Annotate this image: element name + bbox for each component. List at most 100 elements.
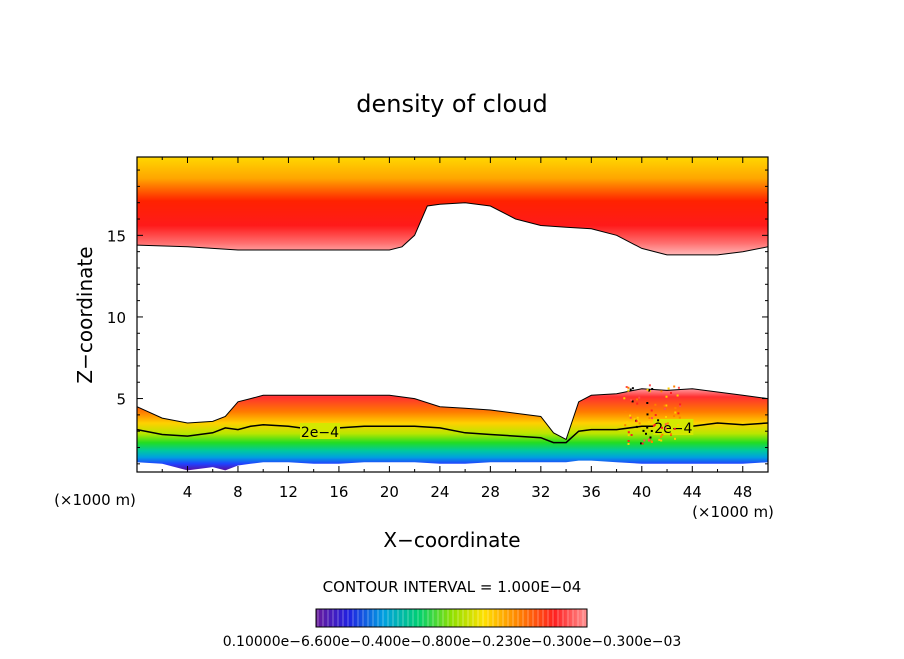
speckle-dot: [623, 421, 626, 424]
speckle-dot: [677, 386, 680, 389]
speckle-dot: [635, 425, 638, 428]
speckle-dot: [673, 427, 676, 430]
contour-label-bg: [299, 423, 340, 440]
speckle-dot: [661, 426, 663, 429]
speckle-dot: [646, 426, 649, 429]
speckle-dot: [660, 390, 663, 393]
speckle-dot: [660, 439, 663, 442]
speckle-dot: [664, 407, 666, 410]
speckle-dot: [629, 388, 632, 391]
y-axis-ticks: 5 10 15: [107, 169, 768, 465]
speckle-dot: [648, 389, 651, 392]
lower-layer-top-contour: [137, 388, 768, 441]
x-tick-label: 40: [632, 483, 651, 501]
speckle-dot: [652, 424, 655, 427]
x-axis-ticks: 4 8 12 16 20 24 28 32 36 40 44 48: [161, 157, 752, 501]
speckle-dot: [631, 400, 634, 403]
speckle-dot: [627, 443, 630, 445]
speckle-dot: [627, 431, 630, 434]
x-tick-label: 36: [582, 483, 601, 501]
speckle-dot: [638, 422, 641, 425]
speckle-dot: [638, 396, 641, 399]
speckle-dot: [624, 411, 627, 413]
speckle-dot: [647, 420, 650, 423]
contour-label-bg: [653, 418, 694, 435]
speckle-dot: [665, 404, 668, 407]
speckle-dot: [648, 417, 651, 419]
speckle-dot: [635, 420, 638, 423]
speckle-dot: [630, 434, 633, 436]
x-unit-right: (×1000 m): [692, 503, 774, 521]
speckle-dot: [674, 437, 676, 440]
speckle-dot: [664, 427, 667, 430]
colorbar-frame: [315, 608, 588, 628]
speckle-dot: [648, 384, 651, 387]
convective-cell-speckle: [623, 384, 682, 445]
colorbar: [316, 609, 587, 627]
speckle-dot: [665, 416, 667, 418]
speckle-dot: [627, 440, 630, 442]
speckle-dot: [630, 399, 633, 402]
speckle-dot: [673, 415, 676, 418]
speckle-dot: [677, 424, 680, 427]
speckle-dot: [658, 438, 661, 441]
speckle-dot: [654, 414, 657, 416]
x-tick-label: 16: [329, 483, 348, 501]
x-axis-label: X−coordinate: [383, 528, 520, 552]
speckle-dot: [631, 387, 634, 390]
speckle-dot: [661, 433, 664, 436]
speckle-dot: [636, 398, 639, 401]
speckle-dot: [625, 386, 628, 388]
upper-cloud-layer: [137, 157, 768, 255]
speckle-dot: [653, 423, 656, 426]
speckle-dot: [650, 409, 653, 412]
speckle-dot: [642, 429, 645, 432]
speckle-dot: [637, 419, 640, 422]
plot-area: 2e−4 2e−4: [137, 157, 768, 472]
y-tick-label: 15: [107, 227, 126, 245]
x-tick-label: 32: [531, 483, 550, 501]
x-tick-label: 44: [683, 483, 702, 501]
speckle-dot: [641, 442, 644, 445]
y-axis-label: Z−coordinate: [73, 246, 97, 383]
speckle-dot: [657, 419, 660, 422]
speckle-dot: [676, 394, 679, 397]
x-unit-left: (×1000 m): [54, 491, 136, 509]
speckle-dot: [643, 439, 646, 442]
speckle-dot: [629, 416, 632, 419]
speckle-dot: [651, 388, 654, 390]
speckle-dot: [667, 387, 670, 390]
speckle-dot: [625, 421, 628, 424]
speckle-dot: [677, 412, 680, 415]
colorbar-stripes: [317, 609, 584, 627]
speckle-dot: [678, 416, 681, 419]
y-tick-label: 10: [107, 309, 126, 327]
speckle-dot: [627, 386, 630, 389]
speckle-dot: [633, 418, 636, 421]
contour-interval-text: CONTOUR INTERVAL = 1.000E−04: [323, 578, 582, 596]
x-tick-label: 4: [183, 483, 193, 501]
x-tick-label: 8: [233, 483, 243, 501]
speckle-dot: [640, 442, 643, 445]
speckle-dot: [679, 404, 682, 407]
y-tick-label: 5: [116, 391, 126, 409]
speckle-dot: [647, 439, 650, 442]
speckle-dot: [636, 402, 639, 405]
speckle-dot: [665, 395, 668, 398]
plot-frame: [136, 156, 769, 473]
speckle-dot: [673, 385, 676, 388]
contour-label: 2e−4: [654, 421, 692, 437]
speckle-dot: [627, 389, 630, 392]
speckle-dot: [649, 436, 652, 439]
speckle-dot: [646, 388, 649, 391]
upper-layer-contour: [137, 202, 768, 256]
speckle-dot: [646, 402, 649, 404]
contour-labels: 2e−4 2e−4: [299, 418, 694, 441]
x-tick-label: 48: [733, 483, 752, 501]
speckle-dot: [624, 424, 627, 427]
x-tick-label: 20: [380, 483, 399, 501]
contour-2e-4-line: [137, 422, 768, 444]
x-tick-label: 24: [430, 483, 449, 501]
